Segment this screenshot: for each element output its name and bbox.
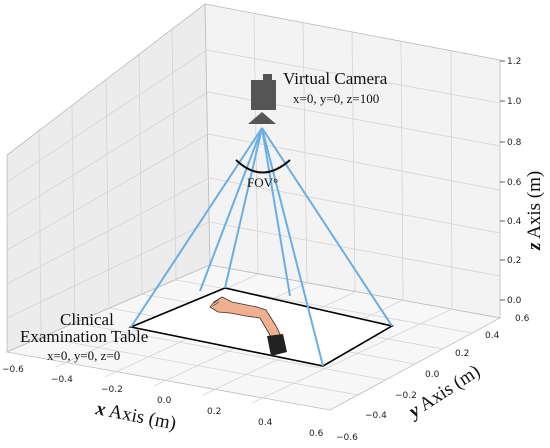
x-tick-4: 0.2 (207, 407, 221, 417)
x-tick-3: 0.0 (157, 396, 172, 406)
table-coords: x=0, y=0, z=0 (47, 348, 120, 363)
fov-lines (130, 127, 393, 367)
x-tick-5: 0.4 (258, 418, 273, 428)
z-tick-1: 0.2 (507, 256, 521, 266)
x-tick-0: −0.6 (2, 365, 24, 375)
y-tick-5: 0.4 (485, 331, 500, 341)
arm-illustration (209, 296, 287, 356)
fov-label: FOV° (247, 175, 278, 190)
z-axis-title: z Axis (m) (524, 171, 545, 251)
fov-arc (235, 159, 291, 174)
y-tick-6: 0.6 (515, 314, 530, 324)
x-tick-6: 0.6 (309, 429, 324, 439)
camera-coords: x=0, y=0, z=100 (293, 91, 379, 106)
z-tick-3: 0.6 (507, 178, 522, 188)
z-tick-6: 1.2 (507, 57, 521, 67)
z-tick-2: 0.4 (507, 217, 522, 227)
x-tick-1: −0.4 (51, 375, 73, 385)
z-axis-ticks (500, 60, 505, 301)
y-tick-4: 0.2 (455, 349, 469, 359)
y-tick-0: −0.6 (336, 433, 358, 443)
camera-title: Virtual Camera (283, 69, 388, 88)
y-tick-2: −0.2 (395, 391, 417, 401)
z-tick-5: 1.0 (507, 97, 522, 107)
camera-icon (248, 74, 276, 124)
z-tick-4: 0.8 (507, 138, 522, 148)
grid-lines (6, 13, 501, 404)
x-tick-2: −0.2 (101, 385, 123, 395)
y-tick-3: 0.0 (425, 370, 440, 380)
table-title-line2: Examination Table (20, 327, 148, 346)
z-tick-0: 0.0 (507, 296, 522, 306)
table-title-line1: Clinical (60, 310, 114, 329)
y-tick-1: −0.4 (365, 411, 387, 421)
